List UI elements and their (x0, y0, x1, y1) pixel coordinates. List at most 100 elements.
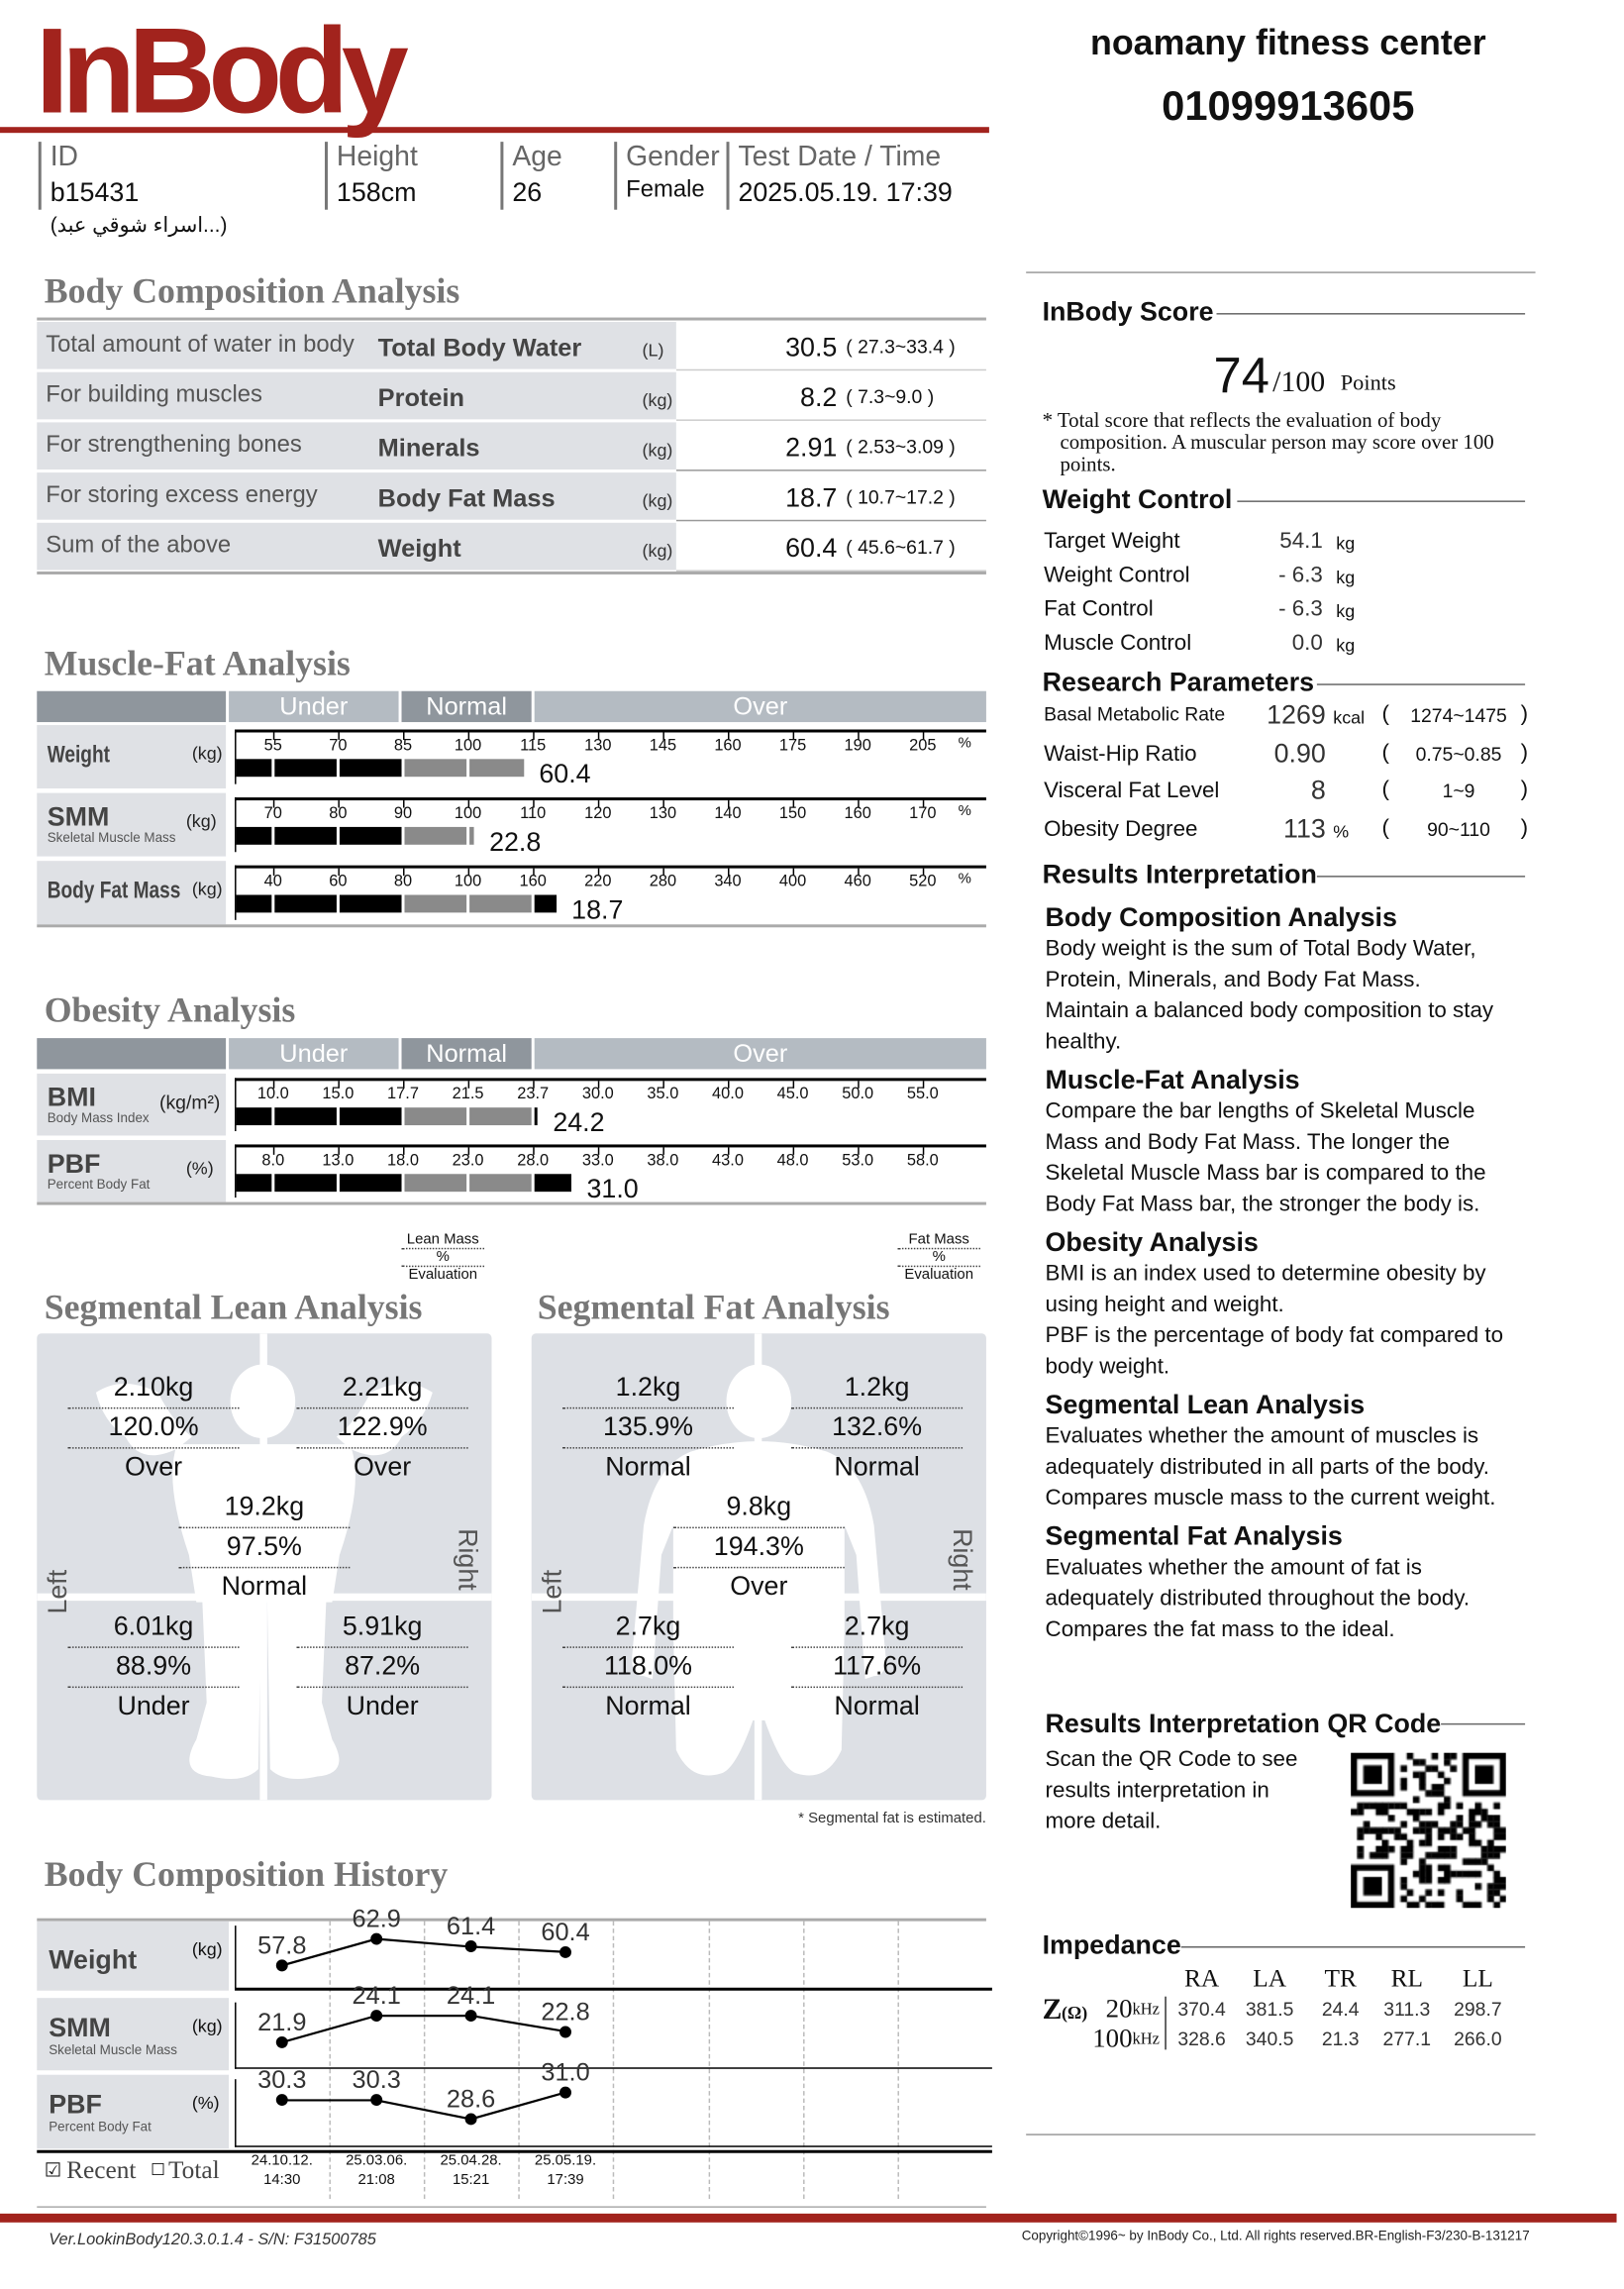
score-value: 74 (1213, 348, 1269, 405)
footer-divider (0, 2213, 1617, 2223)
tick-mark (728, 868, 730, 877)
bca-row-gap (37, 469, 676, 473)
qr-code-image[interactable] (1351, 1752, 1506, 1909)
age-value: 26 (512, 176, 543, 207)
recent-checkbox-icon[interactable]: ☑ (44, 2158, 62, 2182)
segment-left-leg-percent: 88.9% (115, 1650, 192, 1681)
research-parameters-title: Research Parameters (1042, 667, 1315, 697)
history-data-point (370, 2094, 383, 2107)
bar-segment (274, 1174, 337, 1193)
impedance-frequency: 100 (1092, 2023, 1133, 2053)
range-open-paren: ( (1381, 814, 1389, 840)
dotted-separator (67, 1686, 240, 1689)
history-data-point (559, 1945, 571, 1958)
weight-control-label: Muscle Control (1044, 630, 1192, 656)
inbody-score-title: InBody Score (1042, 296, 1214, 327)
bar-segment (236, 894, 272, 913)
bar-row-gap (37, 856, 986, 860)
dotted-separator (67, 1447, 240, 1449)
history-data-point (370, 1932, 383, 1945)
height-value: 158cm (336, 176, 417, 207)
weight-control-value: 54.1 (1279, 528, 1323, 555)
tick-label: 100 (454, 736, 482, 755)
tick-label: 53.0 (842, 1151, 874, 1170)
tick-mark (403, 1147, 405, 1155)
id-label: ID (50, 142, 79, 173)
interpretation-body: Compare the bar lengths of Skeletal Musc… (1046, 1095, 1533, 1219)
research-range: 1~9 (1442, 780, 1475, 802)
bca-row: For storing excess energy Body Fat Mass (k… (37, 472, 986, 523)
qr-code-icon[interactable] (1351, 1752, 1506, 1909)
research-label: Obesity Degree (1044, 815, 1198, 842)
segment-right-leg-mass: 2.7kg (844, 1611, 910, 1641)
bca-value: 8.2 (800, 382, 838, 412)
history-row-label-bg (37, 1921, 230, 1991)
bca-description: For strengthening bones (46, 432, 302, 459)
history-title: Body Composition History (44, 1856, 449, 1895)
impedance-header: RL (1390, 1963, 1424, 1993)
tick-mark (662, 1081, 664, 1089)
bca-row: Sum of the above Weight (kg) 60.4 ( 45.6~61.… (37, 522, 986, 573)
bca-row: For strengthening bones Minerals (kg) 2.91 (… (37, 422, 986, 473)
dotted-separator (791, 1686, 964, 1689)
percent-unit: % (958, 803, 971, 820)
bar-row-label-bg (37, 1139, 227, 1202)
tick-mark (922, 1081, 925, 1089)
bca-row-rule (675, 419, 986, 421)
tick-mark (792, 732, 795, 740)
qr-title-rule (1441, 1722, 1526, 1725)
bca-unit: (kg) (642, 540, 673, 562)
bar-segment (339, 894, 402, 913)
tick-mark (533, 732, 535, 740)
dotted-separator (67, 1646, 240, 1648)
bar-row-label-bg (37, 725, 227, 789)
history-row-label-bg (37, 1998, 230, 2071)
qr-title: Results Interpretation QR Code (1045, 1708, 1442, 1738)
tick-label: 23.7 (517, 1085, 550, 1103)
recent-option-label[interactable]: Recent (66, 2155, 137, 2185)
tick-mark (662, 800, 664, 808)
results-interpretation-title: Results Interpretation (1042, 859, 1317, 889)
bca-value: 2.91 (785, 432, 838, 463)
dotted-separator (562, 1646, 734, 1648)
segmental-legend-item: % (897, 1249, 980, 1268)
segment-left-leg-mass: 6.01kg (113, 1611, 194, 1641)
scale-header-under: Under (229, 1038, 399, 1070)
total-checkbox-icon[interactable]: ☐ (151, 2161, 165, 2180)
bca-row-label-bg (37, 472, 676, 520)
history-data-point (275, 2094, 288, 2107)
left-side-label: Left (43, 1569, 73, 1614)
tick-mark (858, 1147, 860, 1155)
weight-control-value: 0.0 (1291, 630, 1323, 656)
segmental-legend-item: Evaluation (408, 1267, 478, 1284)
tick-label: 80 (329, 804, 348, 823)
tick-mark (922, 800, 925, 808)
history-row-unit: (%) (191, 2092, 220, 2114)
bca-range: ( 27.3~33.4 ) (846, 335, 956, 358)
tick-mark (597, 732, 600, 740)
bar-segment (236, 759, 272, 778)
right-side-label: Right (948, 1528, 977, 1591)
member-name: (اسراء شوقي عبد...) (50, 212, 228, 237)
dotted-separator (672, 1566, 845, 1569)
mfa-title: Muscle-Fat Analysis (44, 645, 351, 684)
tick-label: 8.0 (261, 1151, 285, 1170)
tick-label: 280 (649, 873, 677, 891)
bar-row-label-bg (37, 861, 227, 925)
history-data-label: 60.4 (541, 1918, 590, 1946)
interpretation-section: Obesity Analysis BMI is an index used to … (1046, 1225, 1536, 1382)
gender-value: Female (626, 176, 705, 203)
total-option-label[interactable]: Total (167, 2155, 220, 2185)
history-data-label: 21.9 (257, 2008, 307, 2036)
history-data-label: 24.1 (352, 1981, 401, 2011)
bca-description: For building muscles (46, 382, 262, 408)
scale-top-line (235, 729, 986, 733)
impedance-value: 340.5 (1245, 2028, 1294, 2050)
history-bottom-rule (37, 2206, 986, 2208)
bca-unit: (kg) (642, 489, 673, 511)
tick-label: 10.0 (256, 1085, 289, 1103)
history-data-point (275, 1959, 288, 1972)
history-time: 17:39 (547, 2172, 584, 2189)
history-data-point (464, 2010, 477, 2023)
range-open-paren: ( (1381, 777, 1389, 802)
